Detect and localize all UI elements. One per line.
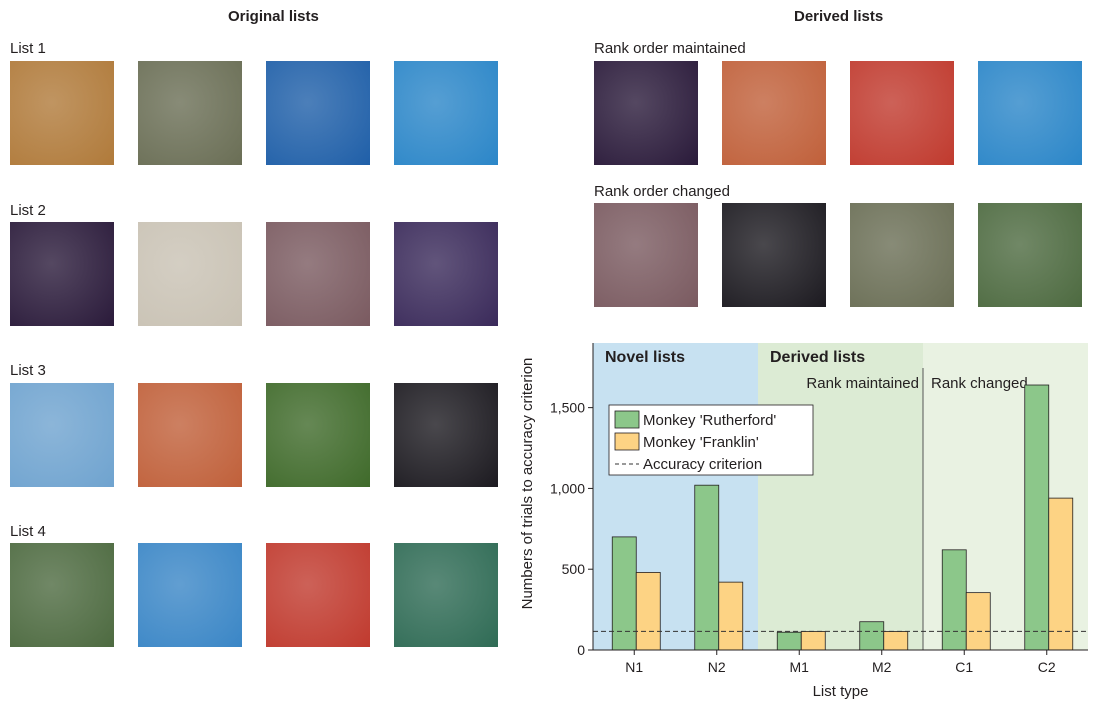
galaxy-photo bbox=[394, 383, 498, 487]
y-tick-label: 1,500 bbox=[550, 400, 585, 416]
elderly-men-photo bbox=[850, 203, 954, 307]
bar-n1-franklin bbox=[635, 572, 661, 651]
bar-n1-rutherford bbox=[611, 536, 637, 651]
bar-c1-rutherford bbox=[941, 549, 967, 651]
list-label: List 1 bbox=[10, 40, 46, 57]
fireworks-photo bbox=[10, 222, 114, 326]
derived-lists-heading: Derived lists bbox=[794, 8, 884, 25]
y-tick-label: 500 bbox=[562, 561, 586, 577]
parrot-photo bbox=[138, 383, 242, 487]
x-tick-label: M1 bbox=[790, 659, 810, 675]
y-tick-label: 0 bbox=[577, 642, 585, 658]
region-background bbox=[758, 343, 923, 650]
bar-n2-rutherford bbox=[694, 484, 720, 651]
city-skyline-photo bbox=[266, 61, 370, 165]
water-lily-photo bbox=[978, 203, 1082, 307]
legend-label: Accuracy criterion bbox=[643, 456, 762, 473]
x-axis-label: List type bbox=[813, 683, 869, 700]
bar-m2-franklin bbox=[883, 631, 909, 651]
orca-photo bbox=[394, 61, 498, 165]
bar-m1-rutherford bbox=[776, 631, 802, 651]
galaxy-photo bbox=[722, 203, 826, 307]
plant-tendrils-photo bbox=[266, 383, 370, 487]
telephone-photo bbox=[850, 61, 954, 165]
tree-photo bbox=[138, 543, 242, 647]
clown-photo bbox=[594, 203, 698, 307]
elderly-men-photo bbox=[138, 61, 242, 165]
x-tick-label: C2 bbox=[1038, 659, 1056, 675]
telephone-photo bbox=[266, 543, 370, 647]
y-tick-label: 1,000 bbox=[550, 480, 585, 496]
x-tick-label: N2 bbox=[708, 659, 726, 675]
legend-label: Monkey 'Franklin' bbox=[643, 434, 759, 451]
castle-wall-photo bbox=[394, 222, 498, 326]
fish-photo bbox=[394, 543, 498, 647]
x-tick-label: N1 bbox=[625, 659, 643, 675]
x-tick-label: C1 bbox=[955, 659, 973, 675]
satellite-dish-photo bbox=[10, 383, 114, 487]
legend-swatch bbox=[614, 432, 640, 451]
y-axis-label: Numbers of trials to accuracy criterion bbox=[519, 358, 536, 610]
region-subtitle: Rank maintained bbox=[806, 375, 919, 392]
parrot-photo bbox=[722, 61, 826, 165]
orca-photo bbox=[978, 61, 1082, 165]
list-label: Rank order changed bbox=[594, 183, 730, 200]
bar-c1-franklin bbox=[965, 592, 991, 651]
toy-blocks-photo bbox=[138, 222, 242, 326]
fireworks-photo bbox=[594, 61, 698, 165]
x-tick-label: M2 bbox=[872, 659, 892, 675]
list-label: List 2 bbox=[10, 202, 46, 219]
bar-m1-franklin bbox=[800, 631, 826, 651]
legend-label: Monkey 'Rutherford' bbox=[643, 412, 776, 429]
bar-m2-rutherford bbox=[859, 621, 885, 651]
bar-c2-rutherford bbox=[1024, 384, 1050, 651]
list-label: List 3 bbox=[10, 362, 46, 379]
water-lily-photo bbox=[10, 543, 114, 647]
legend-swatch bbox=[614, 410, 640, 429]
clown-photo bbox=[266, 222, 370, 326]
region-title: Novel lists bbox=[605, 349, 685, 366]
legend-box bbox=[608, 404, 814, 476]
region-title: Derived lists bbox=[770, 349, 865, 366]
dog-photo bbox=[10, 61, 114, 165]
list-label: Rank order maintained bbox=[594, 40, 746, 57]
region-subtitle: Rank changed bbox=[931, 375, 1028, 392]
original-lists-heading: Original lists bbox=[228, 8, 319, 25]
bar-n2-franklin bbox=[718, 581, 744, 651]
list-label: List 4 bbox=[10, 523, 46, 540]
bar-c2-franklin bbox=[1048, 497, 1074, 651]
